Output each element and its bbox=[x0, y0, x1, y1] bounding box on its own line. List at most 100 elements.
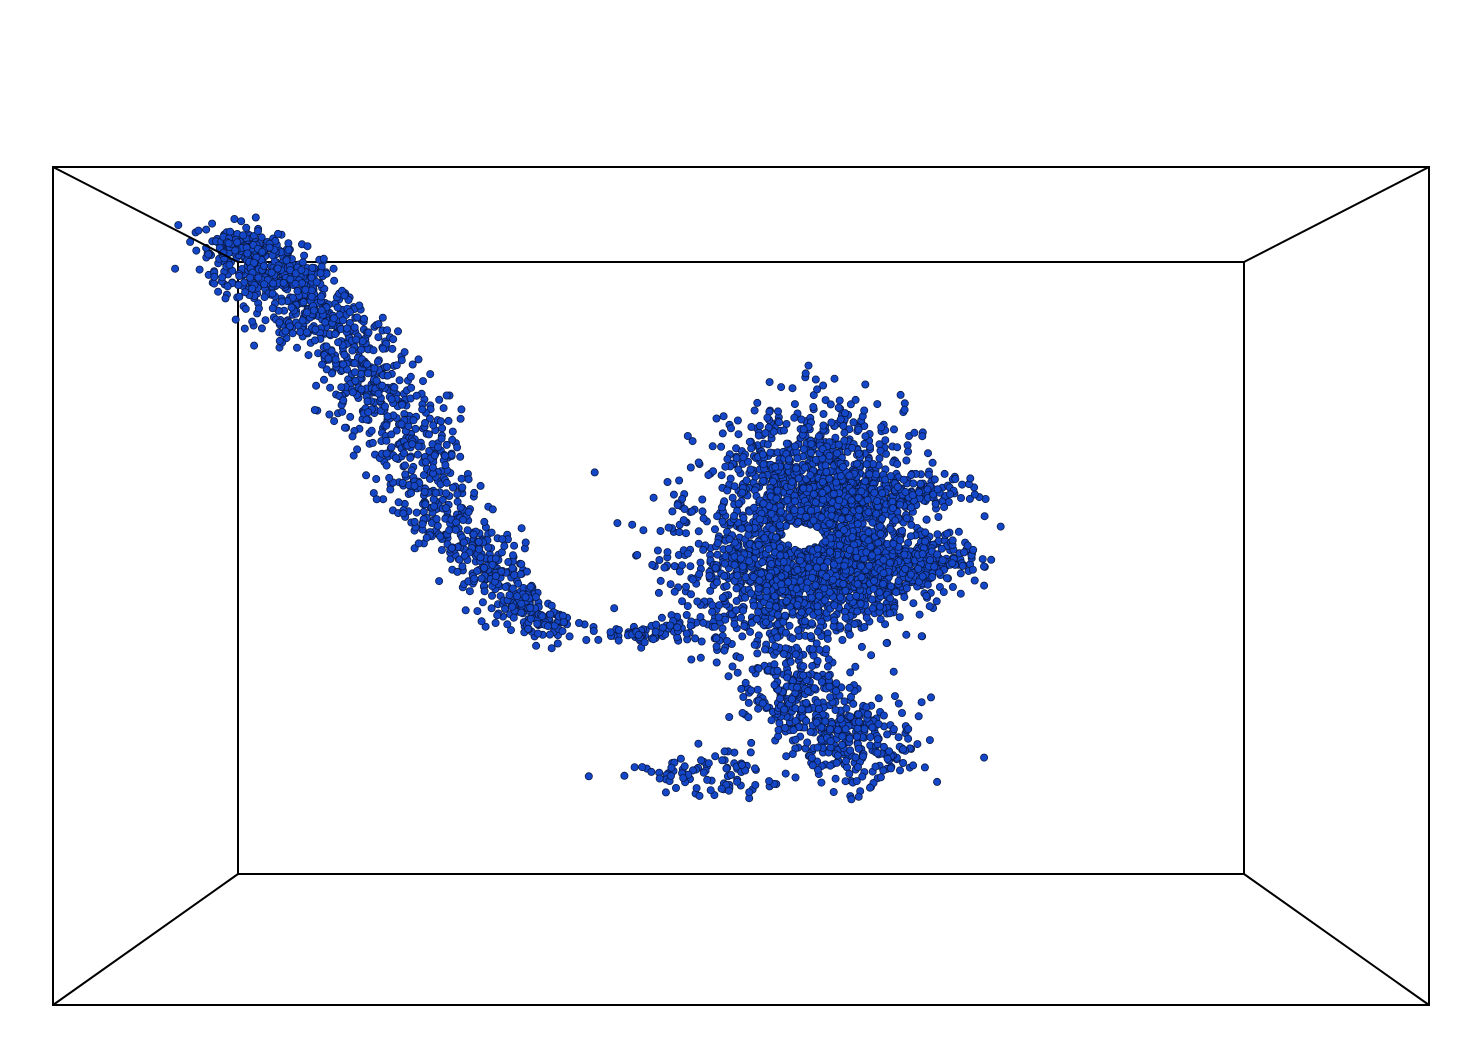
scatter-point bbox=[825, 519, 834, 528]
scatter-point bbox=[720, 646, 729, 655]
scatter-point bbox=[691, 634, 700, 643]
scatter-point bbox=[923, 580, 932, 589]
scatter-point bbox=[506, 626, 515, 635]
scatter-point bbox=[785, 455, 794, 464]
scatter-point bbox=[386, 485, 395, 494]
scatter-point bbox=[870, 488, 879, 497]
scatter-point bbox=[788, 750, 797, 759]
scatter-point bbox=[435, 395, 444, 404]
scatter-point bbox=[246, 273, 255, 282]
scatter-point bbox=[342, 324, 351, 333]
scatter-point bbox=[257, 324, 266, 333]
scatter-point bbox=[813, 627, 822, 636]
scatter-point bbox=[739, 562, 748, 571]
scatter-point bbox=[651, 627, 660, 636]
scatter-point bbox=[956, 569, 965, 578]
scatter-point bbox=[718, 503, 727, 512]
scatter-point bbox=[846, 668, 855, 677]
scatter-point bbox=[793, 454, 802, 463]
scatter-point bbox=[948, 536, 957, 545]
scatter-point bbox=[790, 400, 799, 409]
scatter-point bbox=[866, 542, 875, 551]
scatter-point bbox=[717, 784, 726, 793]
scatter-point bbox=[694, 458, 703, 467]
scatter-point bbox=[966, 474, 975, 483]
scatter-point bbox=[456, 503, 465, 512]
scatter-point bbox=[879, 766, 888, 775]
scatter-point bbox=[300, 251, 309, 260]
scatter-point bbox=[589, 627, 598, 636]
scatter-point bbox=[410, 517, 419, 526]
scatter-point bbox=[714, 613, 723, 622]
scatter-point bbox=[779, 650, 788, 659]
scatter-point bbox=[764, 545, 773, 554]
scatter-point bbox=[382, 436, 391, 445]
scatter-point bbox=[854, 710, 863, 719]
scatter-point bbox=[854, 717, 863, 726]
scatter-point bbox=[877, 423, 886, 432]
scatter-point bbox=[899, 745, 908, 754]
scatter-point bbox=[760, 534, 769, 543]
scatter-point bbox=[723, 455, 732, 464]
scatter-point bbox=[675, 476, 684, 485]
scatter-point bbox=[436, 532, 445, 541]
scatter-point bbox=[311, 325, 320, 334]
scatter-point bbox=[531, 593, 540, 602]
scatter-point bbox=[712, 658, 721, 667]
scatter-point bbox=[746, 465, 755, 474]
scatter-point bbox=[679, 774, 688, 783]
scatter-point bbox=[825, 588, 834, 597]
scatter-point bbox=[826, 725, 835, 734]
scatter-point bbox=[412, 508, 421, 517]
scatter-point bbox=[758, 450, 767, 459]
scatter-point bbox=[475, 545, 484, 554]
scatter-point bbox=[896, 390, 905, 399]
scatter-point bbox=[655, 556, 664, 565]
scatter-point bbox=[791, 650, 800, 659]
scatter-point bbox=[749, 601, 758, 610]
scatter-point bbox=[730, 748, 739, 757]
scatter-point bbox=[456, 414, 465, 423]
scatter-point bbox=[770, 592, 779, 601]
scatter-point bbox=[546, 610, 555, 619]
scatter-point bbox=[841, 409, 850, 418]
scatter-point bbox=[783, 496, 792, 505]
scatter-point bbox=[401, 470, 410, 479]
scatter-point bbox=[725, 544, 734, 553]
scatter-point bbox=[273, 264, 282, 273]
scatter-point bbox=[808, 662, 817, 671]
scatter-point bbox=[918, 549, 927, 558]
scatter-point bbox=[892, 588, 901, 597]
scatter-point bbox=[793, 600, 802, 609]
scatter-point bbox=[873, 496, 882, 505]
scatter-point bbox=[553, 639, 562, 648]
scatter-point bbox=[383, 326, 392, 335]
scatter-point bbox=[832, 679, 841, 688]
scatter-point bbox=[669, 490, 678, 499]
scatter-point bbox=[524, 624, 533, 633]
scatter-point bbox=[717, 471, 726, 480]
scatter-point bbox=[678, 597, 687, 606]
scatter-point bbox=[841, 506, 850, 515]
scatter-point bbox=[487, 591, 496, 600]
scatter-point bbox=[498, 535, 507, 544]
scatter-point bbox=[442, 440, 451, 449]
scatter-point bbox=[758, 699, 767, 708]
scatter-point bbox=[861, 380, 870, 389]
scatter-point bbox=[312, 381, 321, 390]
scatter-point bbox=[649, 635, 658, 644]
scatter-point bbox=[830, 374, 839, 383]
scatter-point bbox=[794, 518, 803, 527]
scatter-point bbox=[286, 275, 295, 284]
scatter-point bbox=[676, 754, 685, 763]
scatter-point bbox=[838, 732, 847, 741]
scatter-point bbox=[737, 524, 746, 533]
scatter-point bbox=[882, 639, 891, 648]
scatter-point bbox=[331, 355, 340, 364]
scatter-point bbox=[420, 418, 429, 427]
scatter-point bbox=[488, 560, 497, 569]
scatter-point bbox=[746, 748, 755, 757]
scatter-point bbox=[723, 637, 732, 646]
scatter-point bbox=[613, 519, 622, 528]
